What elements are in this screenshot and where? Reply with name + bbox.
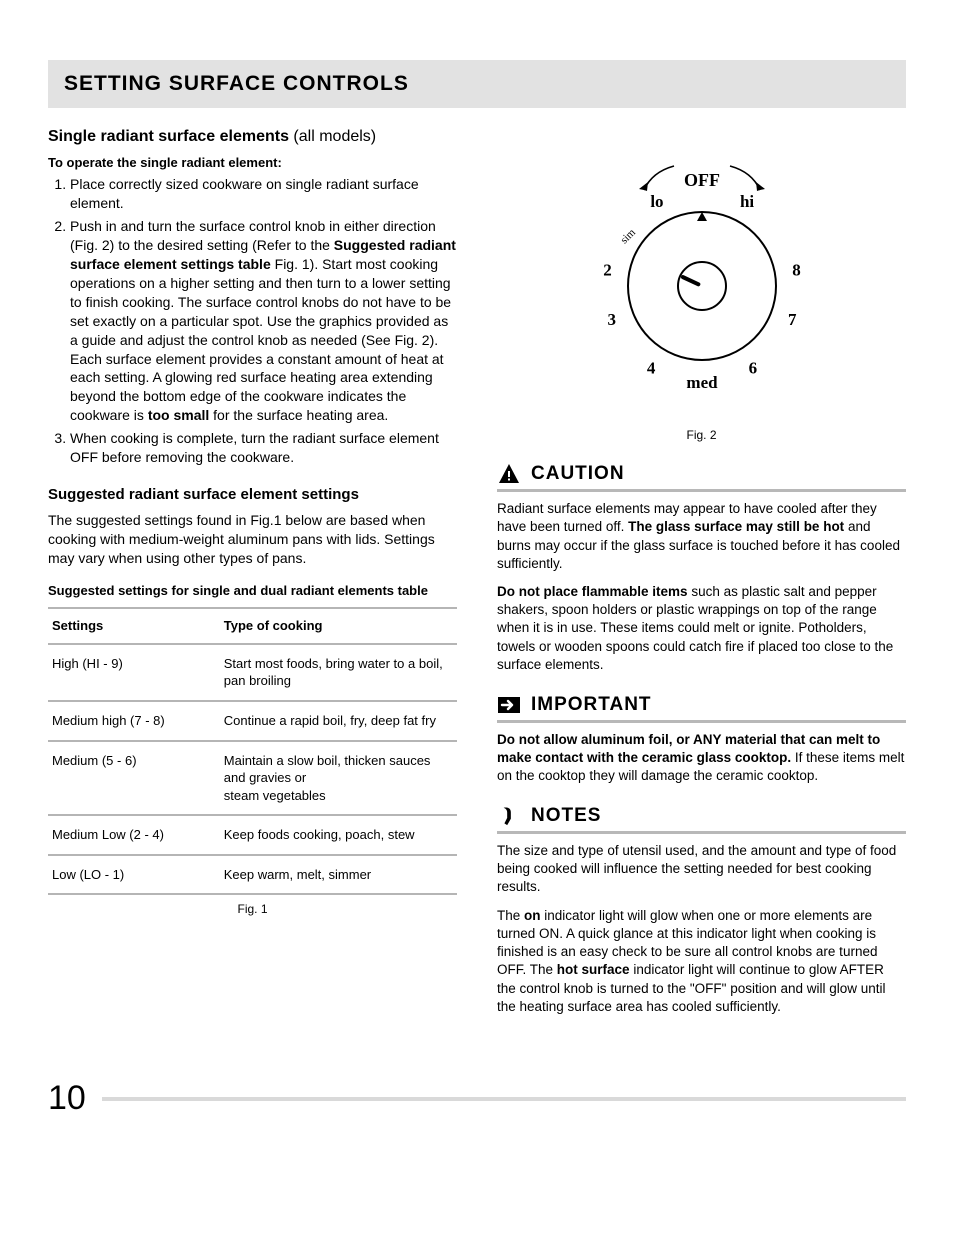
important-box: IMPORTANT Do not allow aluminum foil, or…	[497, 692, 906, 785]
step-text: Place correctly sized cookware on single…	[70, 176, 419, 211]
cell-type: Start most foods, bring water to a boil,…	[220, 644, 457, 701]
dial-figure: OFF lo hi 2 8 3 7 4 6 med sim Fig. 2	[497, 126, 906, 443]
operate-steps: Place correctly sized cookware on single…	[48, 175, 457, 466]
settings-intro: The suggested settings found in Fig.1 be…	[48, 511, 457, 568]
subsection-heading: Single radiant surface elements (all mod…	[48, 126, 457, 148]
table-row: Low (LO - 1)Keep warm, melt, simmer	[48, 855, 457, 895]
notes-p2: The on indicator light will glow when on…	[497, 907, 906, 1016]
section-header: SETTING SURFACE CONTROLS	[48, 60, 906, 108]
right-column: OFF lo hi 2 8 3 7 4 6 med sim Fig. 2 CAUTION Radia…	[497, 126, 906, 1026]
cell-setting: Medium high (7 - 8)	[48, 701, 220, 741]
svg-text:lo: lo	[650, 193, 663, 212]
table-row: Medium (5 - 6)Maintain a slow boil, thic…	[48, 741, 457, 816]
callout-header: CAUTION	[497, 461, 906, 492]
inline-bold: The glass surface may still be hot	[628, 519, 844, 534]
important-title: IMPORTANT	[531, 692, 652, 718]
settings-heading: Suggested radiant surface element settin…	[48, 485, 457, 505]
svg-text:3: 3	[607, 310, 616, 329]
step-1: Place correctly sized cookware on single…	[70, 175, 457, 213]
footer-rule	[102, 1097, 906, 1101]
th-settings: Settings	[48, 608, 220, 644]
arrow-important-icon	[497, 693, 521, 717]
cell-type: Keep warm, melt, simmer	[220, 855, 457, 895]
notes-title: NOTES	[531, 803, 601, 829]
operate-heading: To operate the single radiant element:	[48, 154, 457, 172]
table-title: Suggested settings for single and dual r…	[48, 582, 457, 600]
svg-text:med: med	[686, 373, 718, 392]
step-3: When cooking is complete, turn the radia…	[70, 429, 457, 467]
table-row: High (HI - 9)Start most foods, bring wat…	[48, 644, 457, 701]
table-row: Medium Low (2 - 4)Keep foods cooking, po…	[48, 815, 457, 855]
heading-light: (all models)	[289, 128, 376, 145]
page-footer: 10	[48, 1076, 906, 1122]
text: The	[497, 908, 524, 923]
caution-p2: Do not place flammable items such as pla…	[497, 583, 906, 674]
inline-bold: hot surface	[557, 962, 630, 977]
step-text: When cooking is complete, turn the radia…	[70, 430, 439, 465]
caution-title: CAUTION	[531, 461, 625, 487]
fig1-caption: Fig. 1	[48, 901, 457, 917]
svg-text:8: 8	[792, 261, 801, 280]
page-number: 10	[48, 1076, 86, 1122]
cell-type: Keep foods cooking, poach, stew	[220, 815, 457, 855]
svg-text:2: 2	[603, 261, 612, 280]
step-2: Push in and turn the surface control kno…	[70, 217, 457, 425]
note-icon	[497, 804, 521, 828]
svg-text:OFF: OFF	[684, 170, 720, 190]
table-row: Medium high (7 - 8)Continue a rapid boil…	[48, 701, 457, 741]
left-column: Single radiant surface elements (all mod…	[48, 126, 457, 1026]
cell-setting: High (HI - 9)	[48, 644, 220, 701]
svg-text:7: 7	[787, 310, 796, 329]
step-text: for the surface heating area.	[209, 407, 388, 423]
th-type: Type of cooking	[220, 608, 457, 644]
svg-text:6: 6	[748, 359, 757, 378]
svg-text:sim: sim	[618, 227, 638, 247]
inline-bold: on	[524, 908, 541, 923]
important-p1: Do not allow aluminum foil, or ANY mater…	[497, 731, 906, 786]
step-text: Fig. 1). Start most cooking operations o…	[70, 256, 451, 423]
section-title: SETTING SURFACE CONTROLS	[64, 70, 890, 98]
inline-bold: Do not place flammable items	[497, 584, 688, 599]
dial-svg: OFF lo hi 2 8 3 7 4 6 med sim	[562, 126, 842, 416]
notes-box: NOTES The size and type of utensil used,…	[497, 803, 906, 1016]
callout-header: IMPORTANT	[497, 692, 906, 723]
notes-p1: The size and type of utensil used, and t…	[497, 842, 906, 897]
cell-type: Maintain a slow boil, thicken sauces and…	[220, 741, 457, 816]
svg-text:hi: hi	[739, 193, 753, 212]
caution-p1: Radiant surface elements may appear to h…	[497, 500, 906, 573]
cell-setting: Medium Low (2 - 4)	[48, 815, 220, 855]
cell-setting: Low (LO - 1)	[48, 855, 220, 895]
two-column-layout: Single radiant surface elements (all mod…	[48, 126, 906, 1026]
caution-box: CAUTION Radiant surface elements may app…	[497, 461, 906, 674]
inline-bold: too small	[148, 407, 209, 423]
svg-text:4: 4	[646, 359, 655, 378]
fig2-caption: Fig. 2	[497, 427, 906, 443]
callout-header: NOTES	[497, 803, 906, 834]
cell-type: Continue a rapid boil, fry, deep fat fry	[220, 701, 457, 741]
warning-icon	[497, 462, 521, 486]
heading-bold: Single radiant surface elements	[48, 128, 289, 145]
settings-table: Settings Type of cooking High (HI - 9)St…	[48, 607, 457, 895]
table-header-row: Settings Type of cooking	[48, 608, 457, 644]
cell-setting: Medium (5 - 6)	[48, 741, 220, 816]
